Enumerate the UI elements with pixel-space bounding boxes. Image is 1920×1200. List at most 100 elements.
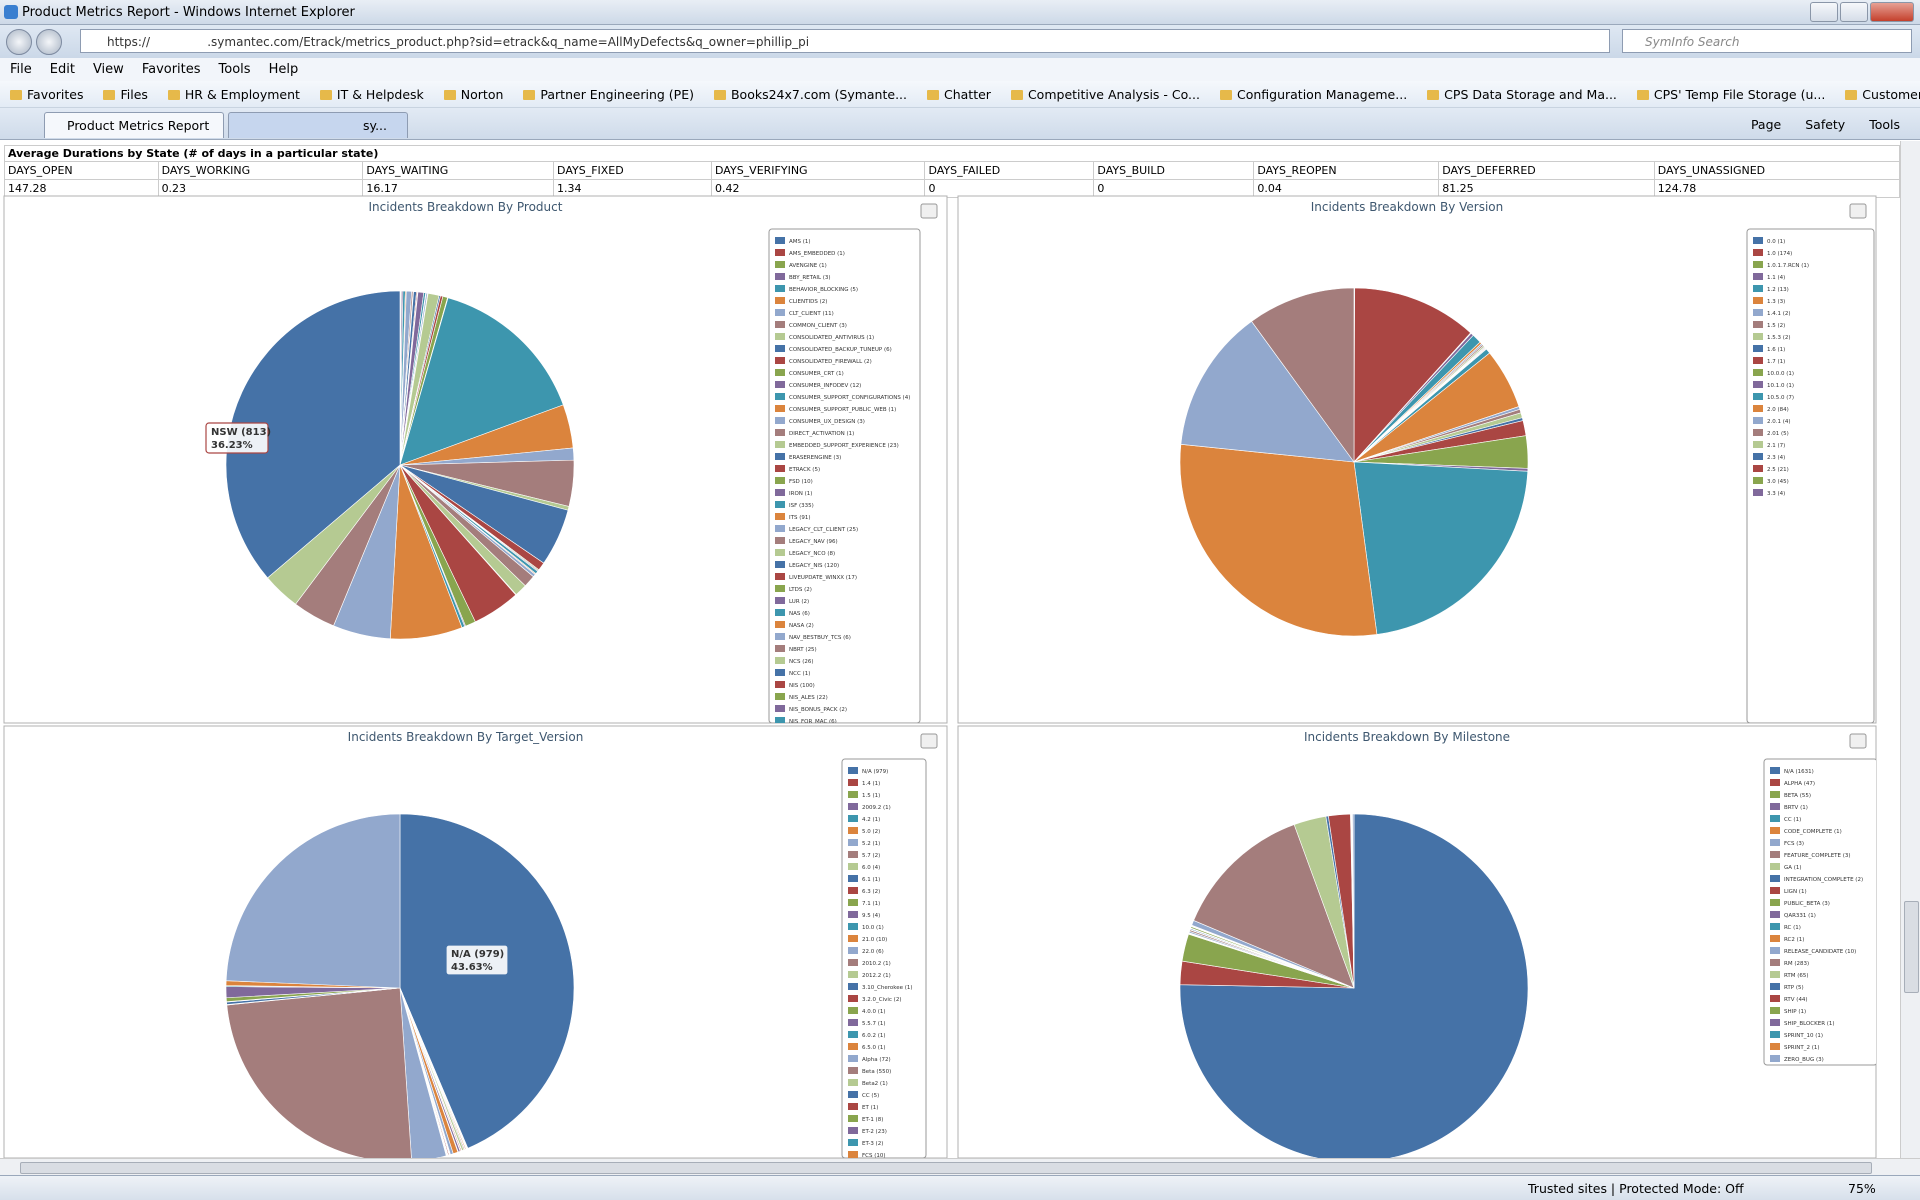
close-button[interactable] xyxy=(1870,2,1914,22)
pie-slice xyxy=(1251,287,1355,463)
pie-slice xyxy=(1353,461,1529,635)
legend-swatch xyxy=(775,249,785,256)
legend-swatch xyxy=(848,791,858,798)
favorite-link[interactable]: Favorites xyxy=(10,81,83,107)
menu-bar: File Edit View Favorites Tools Help xyxy=(0,58,1920,81)
minimize-button[interactable] xyxy=(1810,2,1838,22)
legend-label: 2012.2 (1) xyxy=(862,973,891,979)
maximize-button[interactable] xyxy=(1840,2,1868,22)
tooltip-label: N/A (979) xyxy=(451,949,504,960)
legend-label: BRTV (1) xyxy=(1784,805,1808,811)
favorite-link[interactable]: IT & Helpdesk xyxy=(320,81,424,107)
legend-swatch xyxy=(1753,429,1763,436)
menu-item[interactable]: Edit xyxy=(49,62,75,77)
menu-item[interactable]: Tools xyxy=(218,62,251,77)
legend-label: LIGN (1) xyxy=(1784,889,1807,895)
legend-swatch xyxy=(848,887,858,894)
export-button[interactable] xyxy=(1849,733,1867,749)
vertical-scrollbar[interactable] xyxy=(1900,141,1920,1158)
zoom-level[interactable]: 75% xyxy=(1848,1181,1876,1196)
favorite-link[interactable]: CPS' Temp File Storage (u... xyxy=(1637,81,1825,107)
back-button[interactable] xyxy=(6,29,32,55)
legend-swatch xyxy=(848,983,858,990)
pie-slice xyxy=(1180,320,1355,463)
scroll-thumb[interactable] xyxy=(20,1162,1872,1174)
legend-label: ISF (335) xyxy=(789,503,814,509)
legend-label: 4.0.0 (1) xyxy=(862,1009,886,1015)
favorite-link[interactable]: Configuration Manageme... xyxy=(1220,81,1407,107)
favorite-link[interactable]: CPS Data Storage and Ma... xyxy=(1427,81,1617,107)
chart-title: Incidents Breakdown By Product xyxy=(369,200,563,214)
menu-item[interactable]: Favorites xyxy=(141,62,201,77)
legend-label: RTM (65) xyxy=(1784,973,1809,979)
legend-label: 1.4.1 (2) xyxy=(1767,311,1791,317)
tooltip-box xyxy=(445,944,509,976)
command-button[interactable]: Page xyxy=(1750,117,1782,132)
legend-swatch xyxy=(775,669,785,676)
scroll-thumb[interactable] xyxy=(1904,901,1919,993)
legend-swatch xyxy=(775,537,785,544)
favorite-link[interactable]: Chatter xyxy=(927,81,991,107)
pie-slice xyxy=(225,813,401,989)
favorite-link[interactable]: Competitive Analysis - Co... xyxy=(1011,81,1200,107)
legend-label: CONSUMER_INFODEV (12) xyxy=(789,383,861,389)
legend-swatch xyxy=(1753,333,1763,340)
menu-item[interactable]: Help xyxy=(268,62,299,77)
favorite-link[interactable]: Partner Engineering (PE) xyxy=(523,81,694,107)
address-bar[interactable]: https:// .symantec.com/Etrack/metrics_pr… xyxy=(80,29,1610,53)
favorite-link[interactable]: Customer Assistance Tool xyxy=(1845,81,1920,107)
legend-label: LEGACY_NIS (120) xyxy=(789,563,839,569)
legend-label: RC (1) xyxy=(1784,925,1801,931)
legend-label: PUBLIC_BETA (3) xyxy=(1784,901,1830,907)
legend-swatch xyxy=(1753,453,1763,460)
legend-swatch xyxy=(1753,297,1763,304)
legend-label: Alpha (72) xyxy=(862,1057,891,1063)
legend-swatch xyxy=(775,573,785,580)
browser-tab[interactable]: sy... xyxy=(228,112,408,138)
favorite-link[interactable]: Norton xyxy=(444,81,504,107)
legend-label: BETA (55) xyxy=(1784,793,1811,799)
menu-item[interactable]: View xyxy=(92,62,124,77)
legend-swatch xyxy=(775,465,785,472)
command-button[interactable]: Safety xyxy=(1805,117,1846,132)
forward-button[interactable] xyxy=(36,29,62,55)
legend-label: 1.7 (1) xyxy=(1767,359,1785,365)
tooltip-percent: 43.63% xyxy=(451,962,493,973)
legend-label: COMMON_CLIENT (3) xyxy=(789,323,847,329)
legend-label: 1.5 (1) xyxy=(862,793,880,799)
legend-swatch xyxy=(1753,405,1763,412)
security-zone[interactable]: Trusted sites | Protected Mode: Off xyxy=(1528,1181,1744,1196)
legend-swatch xyxy=(1770,1031,1780,1038)
export-button[interactable] xyxy=(920,203,938,219)
search-box[interactable]: SymInfo Search xyxy=(1622,29,1912,53)
legend-swatch xyxy=(775,321,785,328)
legend-swatch xyxy=(775,405,785,412)
tooltip-label: NSW (813) xyxy=(211,427,271,438)
favorite-link[interactable]: Files xyxy=(103,81,147,107)
column-header: DAYS_WORKING xyxy=(157,161,364,180)
legend-swatch xyxy=(1770,863,1780,870)
legend-swatch xyxy=(775,489,785,496)
legend-label: LEGACY_CLT_CLIENT (25) xyxy=(789,527,858,533)
legend-label: FEATURE_COMPLETE (3) xyxy=(1784,853,1851,859)
legend-label: ET-2 (23) xyxy=(862,1129,887,1135)
favorite-link[interactable]: HR & Employment xyxy=(168,81,300,107)
chart-title: Incidents Breakdown By Milestone xyxy=(1304,730,1510,744)
command-button[interactable]: Tools xyxy=(1869,117,1900,132)
legend-label: ET (1) xyxy=(862,1105,878,1111)
export-button[interactable] xyxy=(920,733,938,749)
menu-item[interactable]: File xyxy=(10,62,32,77)
legend-label: NASA (2) xyxy=(789,623,814,629)
legend-swatch xyxy=(775,705,785,712)
legend-box xyxy=(1746,228,1875,723)
horizontal-scrollbar[interactable] xyxy=(0,1158,1920,1175)
export-button[interactable] xyxy=(1849,203,1867,219)
browser-tab[interactable]: Product Metrics Report xyxy=(44,112,224,138)
legend-label: 6.0.2 (1) xyxy=(862,1033,886,1039)
legend-label: CLIENTIDS (2) xyxy=(789,299,827,305)
legend-swatch xyxy=(848,1079,858,1086)
title-bar: Product Metrics Report - Windows Interne… xyxy=(0,0,1920,25)
legend-swatch xyxy=(1770,923,1780,930)
legend-label: SHIP (1) xyxy=(1784,1009,1806,1015)
favorite-link[interactable]: Books24x7.com (Symante... xyxy=(714,81,907,107)
